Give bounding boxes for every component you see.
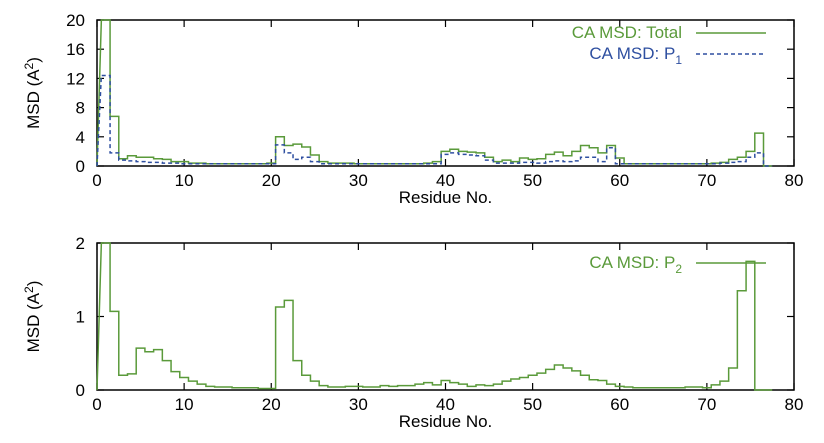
bottom-x-tick-label: 80 (785, 395, 804, 414)
bottom-x-tick-label: 70 (697, 395, 716, 414)
top-x-tick-label: 10 (175, 171, 194, 190)
top-y-tick-label: 8 (76, 99, 85, 118)
top-y-tick-label: 16 (66, 40, 85, 59)
bottom-y-tick-label: 1 (76, 308, 85, 327)
legend-total-label: CA MSD: Total (572, 23, 682, 42)
bottom-plot-frame (96, 242, 795, 391)
bottom-x-tick-label: 10 (175, 395, 194, 414)
top-legend: CA MSD: Total CA MSD: P1 (572, 23, 766, 67)
bottom-y-axis-label: MSD (A2) (22, 281, 43, 353)
bottom-x-tick-label: 30 (349, 395, 368, 414)
top-series-2-line (96, 74, 773, 167)
top-plot-frame (96, 19, 795, 167)
bottom-legend: CA MSD: P2 (589, 253, 766, 276)
top-y-tick-label: 20 (66, 11, 85, 30)
bottom-x-tick-label: 60 (610, 395, 629, 414)
bottom-series-1-line (96, 242, 773, 391)
bottom-x-tick-label: 20 (262, 395, 281, 414)
legend-p1-label: CA MSD: P1 (589, 44, 682, 67)
top-x-tick-label: 20 (262, 171, 281, 190)
top-x-tick-label: 50 (523, 171, 542, 190)
bottom-y-tick-label: 2 (76, 234, 85, 253)
top-series-group (96, 19, 773, 167)
top-x-axis-label: Residue No. (399, 188, 493, 207)
bottom-x-tick-label: 0 (92, 395, 101, 414)
top-y-tick-label: 0 (76, 157, 85, 176)
top-x-tick-label: 30 (349, 171, 368, 190)
top-x-tick-label: 60 (610, 171, 629, 190)
bottom-panel: 0 10 20 30 40 50 60 70 80 0 1 2 MSD (A2) Residue No… (22, 234, 803, 431)
top-y-axis-label: MSD (A2) (22, 57, 43, 129)
bottom-y-tick-label: 0 (76, 381, 85, 400)
top-x-tick-label: 70 (697, 171, 716, 190)
top-x-tick-label: 80 (785, 171, 804, 190)
top-panel: 0 10 20 30 40 50 60 70 80 0 4 8 12 16 20 MSD (A2) Resi… (22, 11, 803, 207)
bottom-x-tick-label: 40 (436, 395, 455, 414)
bottom-x-tick-label: 50 (523, 395, 542, 414)
top-y-tick-label: 12 (66, 69, 85, 88)
top-axis-ticks: 0 10 20 30 40 50 60 70 80 0 4 8 12 16 20 (66, 11, 803, 190)
legend-p2-label: CA MSD: P2 (589, 253, 682, 276)
top-x-tick-label: 0 (92, 171, 101, 190)
bottom-x-axis-label: Residue No. (399, 412, 493, 431)
bottom-series-group (96, 242, 773, 391)
top-x-tick-label: 40 (436, 171, 455, 190)
top-y-tick-label: 4 (76, 128, 85, 147)
